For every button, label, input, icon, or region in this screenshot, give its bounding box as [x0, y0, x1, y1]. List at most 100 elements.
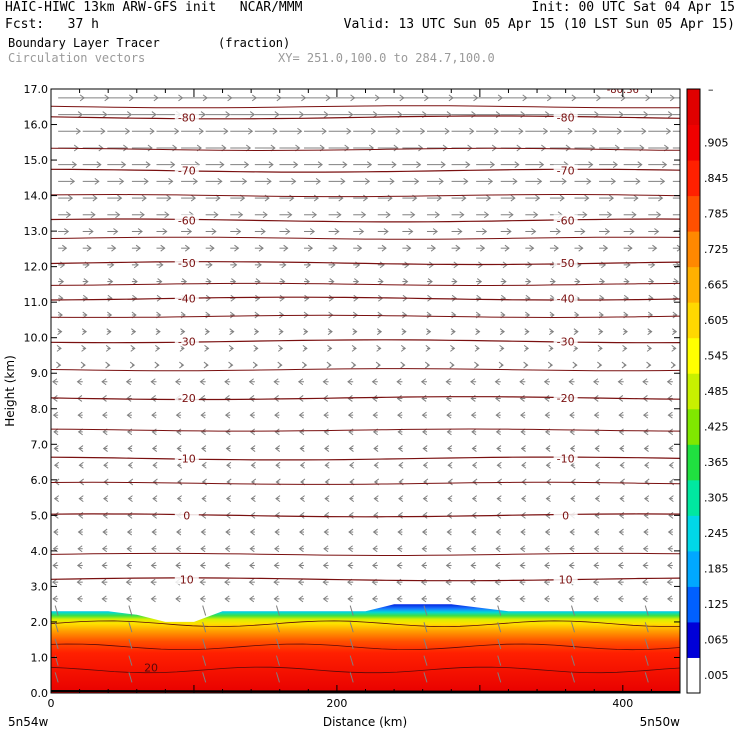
vector-arrow-head — [200, 411, 206, 419]
vector-arrow-head — [137, 228, 143, 235]
vector-arrow-head — [86, 244, 92, 252]
vector-arrow-head — [228, 361, 234, 369]
vector-arrow-head — [248, 378, 254, 386]
vector-arrow-head — [463, 177, 469, 185]
vector-arrow-head — [152, 495, 158, 503]
vector-arrow-head — [219, 161, 225, 169]
vector-arrow-head — [520, 411, 526, 419]
vector-arrow-head — [476, 294, 482, 302]
vector-arrow-head — [139, 211, 145, 219]
vector-arrow-head — [125, 127, 131, 135]
vector-arrow-head — [424, 361, 431, 369]
vector-arrow — [202, 672, 207, 683]
vector-arrow-head — [535, 194, 541, 202]
vector-arrow-head — [423, 478, 429, 486]
contour-label-bg — [174, 573, 199, 585]
vector-arrow-head — [302, 361, 308, 369]
colorbar-frame — [686, 88, 701, 694]
vector-arrow-head — [641, 127, 647, 135]
vector-arrow-head — [347, 378, 353, 386]
vector-arrow-head — [493, 127, 499, 135]
vector-arrow-head — [475, 328, 481, 336]
vector-arrow-head — [569, 545, 575, 553]
vector-arrow-head — [238, 211, 244, 219]
vector-arrow — [423, 638, 428, 650]
vector-arrow-head — [631, 211, 637, 219]
vector-arrow-head — [299, 428, 305, 436]
vector-arrow-head — [180, 328, 186, 336]
vector-arrow-head — [273, 595, 279, 603]
vector-arrow-head — [570, 495, 576, 503]
vector-arrow-head — [52, 595, 58, 603]
vector-arrow — [423, 672, 428, 683]
vector-arrow-head — [299, 461, 306, 469]
vector-arrow-head — [627, 244, 633, 252]
vector-arrow-head — [102, 511, 108, 519]
vector-arrow-head — [520, 445, 526, 452]
vector-arrow-head — [58, 278, 65, 285]
vector-arrow-head — [211, 228, 217, 235]
vector-arrow-head — [232, 261, 238, 269]
vector-arrow-head — [499, 344, 505, 352]
vector-arrow-head — [656, 211, 662, 219]
vector-arrow-head — [160, 244, 166, 252]
vector-arrow — [349, 655, 354, 666]
vector-arrow-head — [559, 194, 565, 202]
vector-arrow-head — [348, 528, 354, 536]
vector-arrow — [497, 638, 502, 650]
vector-arrow-head — [157, 278, 163, 285]
vector-arrow-head — [225, 445, 231, 452]
header-line2-left: Fcst: 37 h — [5, 17, 99, 32]
vector-arrow-head — [363, 194, 369, 202]
vector-arrow-head — [385, 211, 391, 219]
vector-arrow-head — [236, 228, 242, 235]
vector-arrow-head — [277, 344, 284, 352]
vector-arrow-head — [617, 562, 624, 569]
vector-arrow-head — [150, 595, 156, 603]
vector-arrow-head — [396, 595, 402, 603]
vector-arrow — [497, 622, 502, 633]
vector-arrow-head — [598, 328, 604, 336]
colorbar-swatch — [687, 337, 700, 374]
vector-arrow-head — [422, 428, 428, 436]
vector-arrow-head — [420, 378, 427, 386]
vector-arrow-head — [544, 562, 550, 569]
vector-arrow-head — [673, 294, 679, 302]
y-tick-label: 0.0 — [31, 687, 49, 700]
vector-arrow — [423, 655, 428, 666]
vector-arrow-head — [293, 161, 299, 169]
vector-arrow-head — [126, 545, 132, 553]
vector-arrow-head — [307, 244, 314, 252]
vector-arrow-head — [474, 361, 480, 369]
vector-arrow-head — [126, 411, 132, 419]
vector-arrow-head — [151, 111, 157, 118]
vector-arrow — [128, 622, 133, 633]
vector-arrow-head — [192, 177, 199, 185]
vector-arrow-head — [272, 127, 278, 135]
vector-arrow-head — [576, 261, 582, 269]
vector-arrow-head — [471, 528, 477, 536]
vector-arrow-head — [523, 361, 529, 369]
vector-arrow-head — [406, 244, 412, 252]
vector-arrow-head — [461, 194, 467, 202]
vector-arrow-head — [179, 344, 185, 352]
vector-arrow-head — [125, 578, 131, 586]
vector-arrow-head — [590, 144, 596, 152]
vector-arrow-head — [317, 161, 323, 169]
vector-arrow-head — [561, 177, 567, 185]
vector-arrow-head — [426, 328, 432, 336]
vector-arrow-head — [495, 428, 501, 436]
vector-arrow-head — [113, 228, 119, 235]
vector-arrow-head — [372, 411, 378, 419]
vector-arrow-head — [126, 595, 132, 603]
vector-arrow-head — [494, 595, 501, 603]
vector-arrow-head — [446, 545, 452, 553]
vector-arrow-head — [594, 495, 600, 503]
vector-arrow-head — [127, 495, 133, 503]
vector-arrow-head — [519, 378, 525, 386]
contour-label-bg — [174, 111, 199, 123]
vector-arrow-head — [168, 177, 174, 185]
vector-arrow-head — [103, 495, 109, 503]
vector-arrow-head — [373, 461, 379, 469]
vector-arrow — [202, 605, 207, 616]
